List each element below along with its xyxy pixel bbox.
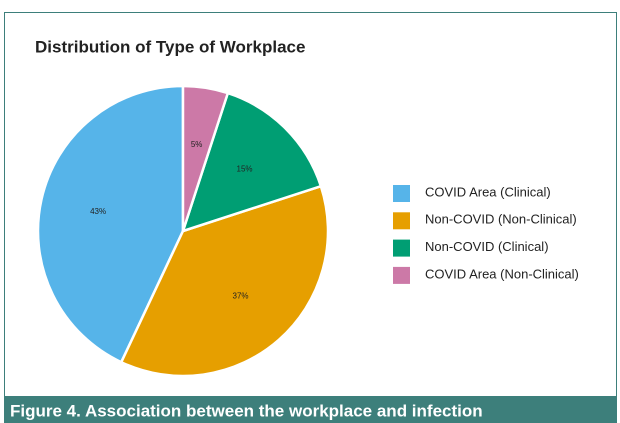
legend-label: Non-COVID (Clinical) (425, 239, 549, 254)
caption-bar (4, 396, 617, 423)
pie-slice (36, 84, 185, 364)
legend-swatch (393, 239, 410, 257)
legend-swatch (393, 212, 410, 230)
data-label: 37% (233, 291, 249, 300)
pie-slice (181, 84, 230, 232)
pie-slice (119, 184, 330, 378)
caption: Figure 4. Association between the workpl… (10, 401, 483, 420)
legend-swatch (393, 266, 410, 284)
data-label: 15% (237, 165, 253, 174)
chart-title: Distribution of Type of Workplace (35, 37, 305, 56)
legend-label: Non-COVID (Non-Clinical) (425, 212, 577, 227)
data-label: 43% (90, 207, 106, 216)
data-label: 5% (191, 140, 203, 149)
legend-label: COVID Area (Non-Clinical) (425, 266, 579, 281)
legend-label: COVID Area (Clinical) (425, 184, 551, 199)
legend-swatch (393, 185, 410, 202)
